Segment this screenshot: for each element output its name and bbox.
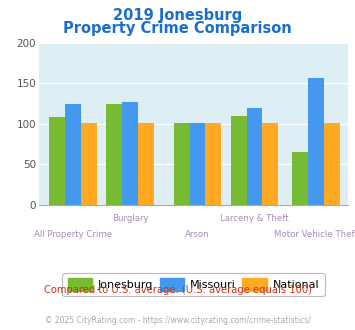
Legend: Jonesburg, Missouri, National: Jonesburg, Missouri, National	[62, 273, 324, 296]
Bar	[65, 104, 81, 205]
Text: Compared to U.S. average. (U.S. average equals 100): Compared to U.S. average. (U.S. average …	[44, 285, 311, 295]
Text: Larceny & Theft: Larceny & Theft	[220, 214, 289, 223]
Bar	[293, 152, 308, 205]
Bar	[138, 123, 154, 205]
Bar	[231, 115, 246, 205]
Text: Property Crime Comparison: Property Crime Comparison	[63, 21, 292, 36]
Text: All Property Crime: All Property Crime	[34, 230, 112, 240]
Bar	[106, 104, 122, 205]
Bar	[122, 102, 138, 205]
Bar	[49, 117, 65, 205]
Bar	[205, 123, 221, 205]
Text: © 2025 CityRating.com - https://www.cityrating.com/crime-statistics/: © 2025 CityRating.com - https://www.city…	[45, 316, 310, 325]
Bar	[174, 123, 190, 205]
Text: 2019 Jonesburg: 2019 Jonesburg	[113, 8, 242, 23]
Bar	[308, 79, 324, 205]
Text: Burglary: Burglary	[112, 214, 148, 223]
Bar	[324, 123, 340, 205]
Bar	[81, 123, 97, 205]
Text: Arson: Arson	[185, 230, 210, 240]
Bar	[262, 123, 278, 205]
Bar	[190, 123, 205, 205]
Text: Motor Vehicle Theft: Motor Vehicle Theft	[274, 230, 355, 240]
Bar	[246, 108, 262, 205]
